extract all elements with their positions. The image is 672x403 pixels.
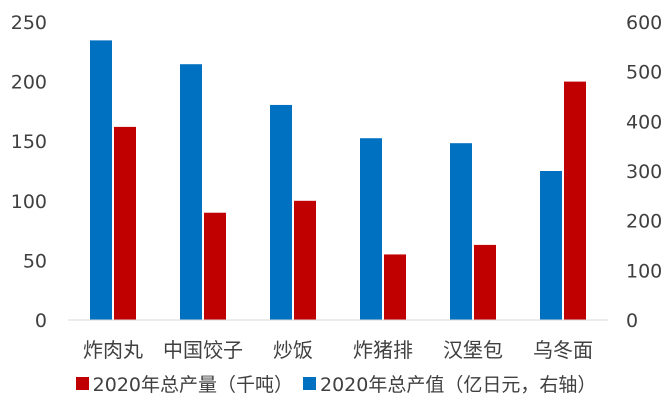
right-tick-label: 400 xyxy=(626,111,662,133)
bar-value-4 xyxy=(450,143,472,320)
bar-value-2 xyxy=(270,104,292,321)
bar-production-1 xyxy=(204,212,226,320)
legend-label-production: 2020年总产量（千吨） xyxy=(92,374,293,396)
left-tick-label: 100 xyxy=(11,191,47,213)
bar-value-5 xyxy=(540,171,562,320)
left-tick-label: 250 xyxy=(11,12,47,34)
left-tick-label: 50 xyxy=(23,250,47,272)
bar-production-4 xyxy=(474,244,496,320)
right-tick-label: 300 xyxy=(626,161,662,183)
legend-item-value: 2020年总产值（亿日元，右轴） xyxy=(303,370,596,397)
bar-value-1 xyxy=(180,64,202,320)
bar-production-0 xyxy=(114,126,136,320)
bar-production-5 xyxy=(564,81,586,320)
category-labels: 炸肉丸 中国饺子 炒饭 炸猪排 汉堡包 乌冬面 xyxy=(83,338,593,362)
legend-swatch-value xyxy=(303,377,316,390)
left-axis-ticks: 0 50 100 150 200 250 xyxy=(11,12,47,332)
legend-swatch-production xyxy=(75,377,89,390)
right-tick-label: 600 xyxy=(626,12,662,34)
category-label: 炒饭 xyxy=(273,338,313,362)
right-axis-ticks: 0 100 200 300 400 500 600 xyxy=(626,12,662,332)
bars xyxy=(90,40,586,321)
legend-label-value: 2020年总产值（亿日元，右轴） xyxy=(320,374,597,396)
category-label: 汉堡包 xyxy=(443,338,503,362)
left-tick-label: 200 xyxy=(11,72,47,94)
right-tick-label: 0 xyxy=(626,310,638,332)
bar-production-3 xyxy=(384,254,406,320)
bar-chart: 0 50 100 150 200 250 0 100 200 300 400 500 600 炸肉丸中… xyxy=(11,12,663,362)
category-label: 炸猪排 xyxy=(353,338,413,362)
bar-production-2 xyxy=(294,200,316,320)
right-tick-label: 100 xyxy=(626,260,662,282)
legend: 2020年总产量（千吨） 2020年总产值（亿日元，右轴） xyxy=(0,370,672,397)
left-tick-label: 150 xyxy=(11,131,47,153)
right-tick-label: 500 xyxy=(626,62,662,84)
category-label: 中国饺子 xyxy=(163,338,243,362)
bar-value-3 xyxy=(360,138,382,320)
bar-value-0 xyxy=(90,40,112,320)
category-label: 乌冬面 xyxy=(533,338,593,362)
right-tick-label: 200 xyxy=(626,211,662,233)
legend-item-production: 2020年总产量（千吨） xyxy=(75,370,293,397)
category-label: 炸肉丸 xyxy=(83,338,143,362)
left-tick-label: 0 xyxy=(35,310,47,332)
